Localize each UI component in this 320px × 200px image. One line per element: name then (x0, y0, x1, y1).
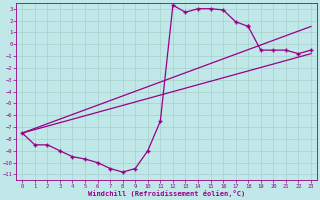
X-axis label: Windchill (Refroidissement éolien,°C): Windchill (Refroidissement éolien,°C) (88, 190, 245, 197)
